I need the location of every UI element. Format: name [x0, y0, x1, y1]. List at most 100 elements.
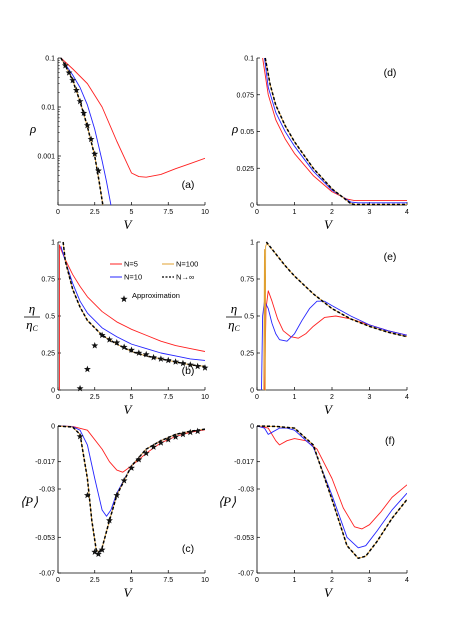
x-tick-label: 1 [293, 577, 297, 584]
x-axis-label: V [124, 217, 134, 232]
y-tick-label: 0.75 [240, 277, 254, 284]
y-axis-label-denominator: ηC [228, 317, 240, 333]
y-axis-label: ρ [231, 121, 238, 136]
legend-label: Approximation [132, 291, 180, 300]
y-tick-label: -0.017 [234, 459, 254, 466]
approximation-point [135, 349, 143, 356]
y-tick-label: -0.07 [238, 571, 254, 578]
approximation-point [150, 353, 157, 361]
approximation-point [120, 343, 128, 350]
panel-label: (f) [385, 435, 395, 447]
approximation-point [157, 355, 165, 362]
x-tick-label: 10 [201, 209, 209, 216]
x-tick-label: 2.5 [90, 577, 100, 584]
x-tick-label: 0 [255, 577, 259, 584]
approximation-point [106, 516, 113, 524]
x-tick-label: 7.5 [163, 209, 173, 216]
approximation-point [157, 439, 165, 446]
x-tick-label: 2.5 [90, 394, 100, 401]
x-tick-label: 1 [293, 394, 297, 401]
y-tick-label: 0 [250, 424, 254, 431]
approximation-point [106, 336, 113, 343]
y-tick-label: 0.75 [41, 277, 55, 284]
approximation-point [164, 356, 172, 364]
series-n5-line [257, 425, 407, 530]
approximation-point [91, 150, 99, 157]
series-n10-line [58, 425, 205, 517]
approximation-point [69, 76, 77, 84]
x-tick-label: 10 [201, 577, 209, 584]
y-tick-label: 0 [51, 388, 55, 395]
series-n10-line [60, 57, 112, 206]
x-tick-label: 5 [130, 394, 134, 401]
approximation-point [128, 346, 135, 353]
x-tick-label: 0 [56, 209, 60, 216]
x-tick-label: 2.5 [90, 209, 100, 216]
panel-label: (e) [384, 251, 397, 263]
x-tick-label: 10 [201, 394, 209, 401]
approximation-point [61, 61, 69, 69]
series-n-line [257, 425, 407, 560]
legend-star-marker [120, 295, 128, 303]
panel-c: 0-0.017-0.03-0.053-0.070 2.5 5 7.5 10V⟨P⟩(c) [20, 424, 209, 601]
series-n5-line [264, 290, 407, 391]
approximation-point [80, 109, 88, 117]
x-tick-label: 7.5 [163, 577, 173, 584]
approximation-point [194, 427, 202, 435]
series-n100-line [60, 57, 104, 206]
series-n100-line [58, 425, 205, 553]
approximation-point [128, 464, 135, 471]
x-tick-label: 2 [330, 394, 334, 401]
panel-f: 0-0.017-0.03-0.053-0.070 1 2 3 4V⟨P⟩(f) [218, 424, 409, 601]
y-tick-label: 1 [250, 240, 254, 247]
x-tick-label: 5 [130, 209, 134, 216]
approximation-point [65, 69, 73, 76]
approximation-point [142, 350, 150, 358]
y-tick-label: 0 [250, 203, 254, 210]
y-tick-label: -0.07 [39, 571, 55, 578]
x-tick-label: 3 [368, 577, 372, 584]
approximation-point [76, 97, 84, 105]
y-tick-label: 0.05 [240, 129, 254, 136]
approximation-point [135, 456, 143, 463]
y-axis-label-numerator: η [231, 301, 237, 316]
y-tick-label: 0.001 [37, 154, 55, 161]
x-axis-label: V [124, 402, 134, 417]
x-axis-label: V [124, 585, 134, 600]
approximation-point [186, 428, 194, 436]
series-n5-line [60, 57, 205, 178]
plot-area [58, 425, 205, 553]
y-tick-label: -0.03 [39, 487, 55, 494]
approximation-point [113, 339, 121, 346]
approximation-point [194, 362, 202, 370]
plot-area [261, 241, 407, 391]
panel-label: (b) [182, 365, 195, 377]
y-tick-label: -0.03 [238, 487, 254, 494]
approximation-point [95, 167, 102, 174]
approximation-point [95, 550, 102, 558]
legend-label: N=10 [124, 273, 142, 282]
y-tick-label: 0.5 [45, 314, 55, 321]
series-n-line [264, 57, 407, 206]
y-tick-label: 0.25 [41, 351, 55, 358]
y-axis-label: ηηC [226, 301, 242, 333]
approximation-point [72, 86, 80, 94]
approximation-point [76, 384, 84, 392]
x-tick-label: 4 [405, 394, 409, 401]
x-tick-label: 0 [255, 394, 259, 401]
x-tick-label: 0 [56, 394, 60, 401]
approximation-point [142, 449, 150, 457]
y-tick-label: -0.017 [35, 459, 55, 466]
series-n-line [265, 241, 407, 338]
approximation-point [186, 361, 194, 368]
y-tick-label: -0.053 [35, 535, 55, 542]
x-tick-label: 0 [56, 577, 60, 584]
x-axis-label: V [324, 217, 334, 232]
y-axis-label: ⟨P⟩ [20, 494, 38, 509]
y-tick-label: 0.25 [240, 351, 254, 358]
y-axis-label-numerator: η [29, 301, 35, 316]
y-tick-label: 0.025 [236, 166, 254, 173]
plot-area [262, 57, 407, 206]
